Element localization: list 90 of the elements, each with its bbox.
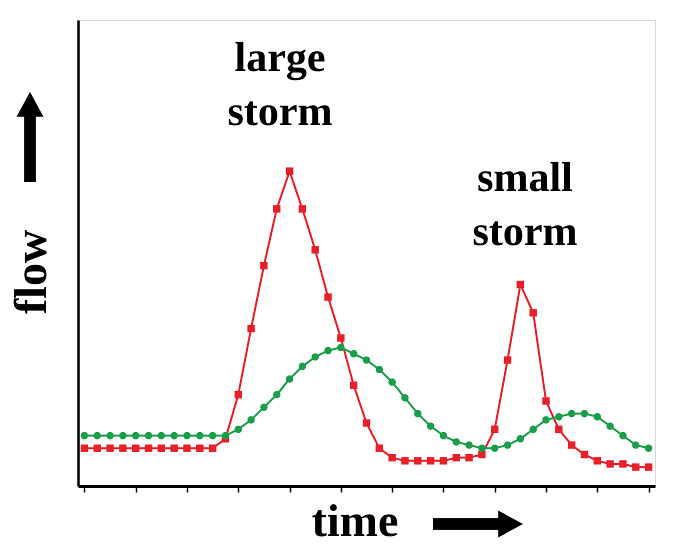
point (491, 444, 498, 452)
point (516, 280, 524, 288)
point (144, 432, 152, 440)
point (132, 432, 140, 440)
point (426, 457, 434, 465)
point (80, 444, 88, 452)
point (401, 394, 409, 402)
y-axis-title: flow (5, 230, 56, 314)
point (196, 432, 204, 440)
point (158, 432, 166, 440)
point (414, 457, 422, 465)
point (286, 375, 294, 383)
point (222, 432, 230, 440)
point (170, 444, 178, 452)
point (452, 454, 460, 462)
point (376, 366, 384, 374)
point (94, 432, 101, 440)
point (491, 426, 498, 434)
point (529, 426, 537, 434)
point (632, 463, 640, 471)
point (388, 454, 396, 462)
annotation: small storm (472, 155, 578, 255)
point (273, 205, 280, 213)
point (208, 444, 216, 452)
point (568, 441, 576, 449)
point (644, 444, 652, 452)
point (106, 432, 114, 440)
point (119, 444, 127, 452)
point (170, 432, 178, 440)
point (426, 422, 434, 430)
point (312, 246, 319, 254)
point (414, 410, 422, 418)
point (376, 444, 384, 452)
point (504, 441, 512, 449)
point (606, 422, 614, 430)
point (337, 334, 345, 342)
point (362, 356, 370, 364)
point (619, 432, 627, 440)
point (196, 444, 204, 452)
point (273, 390, 280, 398)
point (247, 324, 255, 332)
point (478, 444, 486, 452)
point (247, 416, 255, 424)
point (183, 444, 191, 452)
point (594, 457, 602, 465)
text: large storm (228, 35, 332, 135)
point (542, 416, 550, 424)
point (80, 432, 88, 440)
point (388, 378, 396, 386)
point (644, 463, 652, 471)
point (440, 457, 448, 465)
point (440, 432, 448, 440)
point (234, 426, 242, 434)
point (208, 432, 216, 440)
point (144, 444, 152, 452)
point (555, 413, 563, 420)
point (619, 460, 627, 468)
point (234, 390, 242, 398)
point (183, 432, 191, 440)
point (478, 450, 486, 458)
point (298, 362, 306, 370)
point (324, 346, 332, 354)
point (260, 404, 268, 411)
point (94, 444, 101, 452)
x-axis-title: time (312, 495, 398, 546)
point (260, 262, 268, 270)
point (594, 413, 602, 420)
point (119, 432, 127, 440)
point (401, 457, 409, 465)
point (312, 353, 319, 361)
point (452, 438, 460, 446)
point (516, 435, 524, 442)
point (465, 454, 473, 462)
point (158, 444, 166, 452)
point (568, 410, 576, 418)
point (580, 410, 588, 418)
point (132, 444, 140, 452)
point (106, 444, 114, 452)
point (350, 382, 358, 389)
point (504, 356, 512, 364)
point (324, 293, 332, 301)
point (632, 441, 640, 449)
point (337, 344, 345, 352)
point (298, 205, 306, 213)
point (529, 309, 537, 317)
point (286, 167, 294, 175)
point (606, 460, 614, 468)
point (555, 426, 563, 434)
point (465, 441, 473, 449)
point (350, 350, 358, 358)
